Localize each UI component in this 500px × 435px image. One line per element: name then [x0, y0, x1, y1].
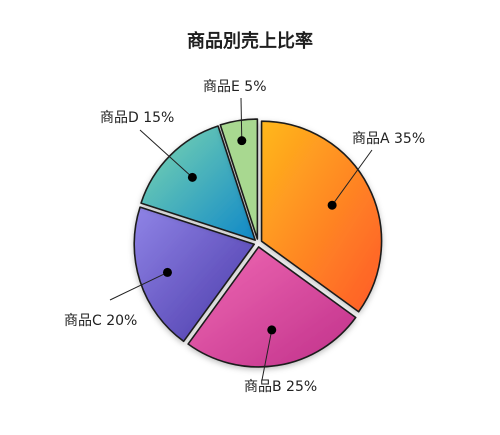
callout-dot-e [237, 136, 247, 146]
slice-label-a: 商品A 35% [352, 131, 425, 147]
pie-slice-c [133, 206, 255, 343]
callout-line-b [261, 329, 273, 381]
pie-slice-b [187, 246, 357, 368]
slice-label-c: 商品C 20% [64, 313, 137, 329]
callout-line-a [331, 149, 373, 206]
chart-title: 商品別売上比率 [187, 30, 313, 52]
slice-callouts: 商品A 35% 商品B 25% 商品C 20% 商品D 15% 商品E 5% [64, 79, 425, 395]
pie-slice-e [219, 118, 259, 240]
pie-slices [133, 118, 383, 368]
slice-label-e: 商品E 5% [203, 79, 267, 95]
callout-line-c [109, 271, 168, 301]
callout-dot-b [267, 325, 277, 335]
callout-dot-d [187, 172, 197, 182]
slice-label-b: 商品B 25% [244, 379, 317, 395]
slice-label-d: 商品D 15% [100, 110, 174, 126]
pie-slice-a [260, 120, 383, 313]
callout-line-d [139, 129, 193, 178]
callout-dot-c [162, 267, 172, 277]
pie-slice-d [140, 125, 256, 241]
callout-dot-a [327, 200, 337, 210]
callout-line-e [240, 97, 243, 141]
